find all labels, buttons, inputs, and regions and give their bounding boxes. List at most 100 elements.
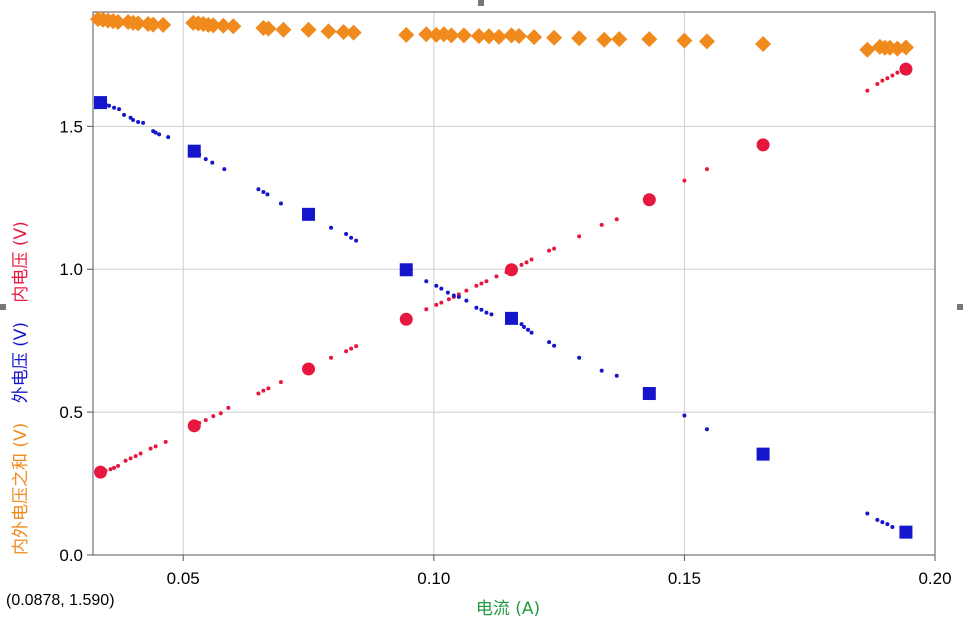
voltage-sum-point [490,28,507,45]
inner-voltage-sample-point [133,454,138,459]
left-resize-handle[interactable] [0,304,6,310]
voltage-sum-point [225,18,242,35]
voltage-sum-point [641,31,658,48]
voltage-sum-point [470,28,487,45]
x-axis-ticks: 0.05 0.10 0.15 0.20 [167,555,952,588]
grid-lines [93,12,936,555]
inner-voltage-sample-point [116,463,121,468]
outer-voltage-sample-point [117,107,122,112]
inner-voltage-sample-point [349,346,354,351]
inner-voltage-sample-point [577,234,582,239]
outer-voltage-sample-point [203,157,208,162]
voltage-sum-point [300,21,317,38]
voltage-sum-point [443,27,460,44]
outer-voltage-sample-point [599,368,604,373]
outer-voltage-point [642,387,656,401]
outer-voltage-sample-point [885,522,890,527]
outer-voltage-sample-point [489,312,494,317]
inner-voltage-sample-point [599,222,604,227]
voltage-sum-point [335,24,352,41]
outer-voltage-sample-point [107,103,112,108]
top-resize-handle[interactable] [478,0,484,6]
inner-voltage-sample-point [354,344,359,349]
inner-voltage-sample-point [266,386,271,391]
inner-voltage-sample-point [552,246,557,251]
outer-voltage-sample-point [456,294,461,299]
outer-voltage-sample-point [484,310,489,315]
outer-voltage-point [399,263,413,277]
outer-voltage-sample-point [474,305,479,310]
voltage-sum-point [260,20,277,37]
voltage-sum-point [611,31,628,48]
voltage-sum-point [897,39,914,56]
outer-voltage-sample-point [166,135,171,140]
inner-voltage-sample-point [218,411,223,416]
voltage-sum-point [205,17,222,34]
outer-voltage-sample-point [547,340,552,345]
voltage-sum-point [155,16,172,33]
data-marks [90,11,914,539]
outer-voltage-sample-point [210,160,215,165]
outer-voltage-sample-point [880,520,885,525]
inner-voltage-sample-point [108,467,113,472]
inner-voltage-sample-point [112,465,117,470]
inner-voltage-sample-point [875,82,880,87]
x-tick-label: 0.10 [417,569,450,588]
inner-voltage-point [642,193,656,207]
inner-voltage-point [187,419,201,433]
outer-voltage-sample-point [614,373,619,378]
y-axis-title-outer: 外电压 (V) [11,322,31,403]
inner-voltage-sample-point [211,414,216,419]
outer-voltage-point [187,144,201,158]
inner-voltage-sample-point [424,307,429,312]
outer-voltage-point [302,207,316,221]
voltage-sum-point [398,26,415,43]
y-axis-title-group: 内外电压之和 (V) 外电压 (V) 内电压 (V) [11,221,31,555]
outer-voltage-sample-point [261,190,266,195]
outer-voltage-sample-point [865,511,870,516]
right-resize-handle[interactable] [957,304,963,310]
outer-voltage-sample-point [439,286,444,291]
inner-voltage-sample-point [484,279,489,284]
x-tick-label: 0.05 [167,569,200,588]
voltage-sum-point [145,16,162,33]
inner-voltage-point [94,465,108,479]
inner-voltage-sample-point [163,439,168,444]
outer-voltage-sample-point [344,232,349,237]
inner-voltage-sample-point [464,288,469,293]
outer-voltage-sample-point [682,413,687,418]
inner-voltage-sample-point [123,458,128,463]
outer-voltage-sample-point [890,524,895,529]
outer-voltage-sample-point [136,120,141,125]
inner-voltage-sample-point [261,388,266,393]
inner-voltage-sample-point [203,418,208,423]
inner-voltage-sample-point [547,248,552,253]
outer-voltage-sample-point [552,343,557,348]
inner-voltage-sample-point [614,217,619,222]
inner-voltage-sample-point [524,260,529,265]
outer-voltage-sample-point [349,235,354,240]
voltage-sum-point [130,15,147,32]
x-axis-title: 电流 (A) [476,599,540,618]
y-tick-label: 1.5 [59,117,83,136]
inner-voltage-sample-point [344,349,349,354]
inner-voltage-point [399,312,413,326]
y-axis-ticks: 0.0 0.5 1.0 1.5 [59,117,93,565]
outer-voltage-sample-point [256,187,261,192]
inner-voltage-sample-point [256,391,261,396]
outer-voltage-sample-point [704,427,709,432]
outer-voltage-sample-point [434,283,439,288]
voltage-sum-point [676,32,693,49]
y-tick-label: 0.0 [59,546,83,565]
inner-voltage-sample-point [148,446,153,451]
outer-voltage-sample-point [424,279,429,284]
y-tick-label: 1.0 [59,260,83,279]
outer-voltage-sample-point [265,192,270,197]
inner-voltage-sample-point [474,283,479,288]
voltage-sum-point [275,21,292,38]
inner-voltage-sample-point [128,456,133,461]
inner-voltage-sample-point [682,178,687,183]
outer-voltage-sample-point [278,201,283,206]
outer-voltage-sample-point [329,225,334,230]
